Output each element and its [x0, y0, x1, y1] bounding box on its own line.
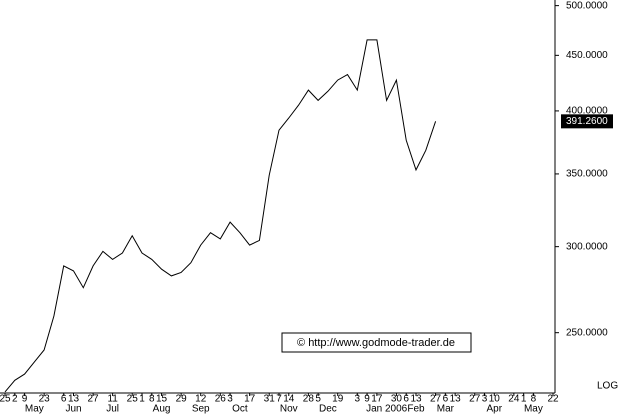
x-tick-label: 3 [482, 394, 488, 405]
x-tick-label: 25 [127, 394, 139, 405]
x-tick-label: 22 [547, 394, 559, 405]
month-label: Sep [192, 404, 210, 415]
y-tick-label: 300.0000 [566, 241, 608, 252]
x-tick-label: 14 [283, 394, 295, 405]
y-tick-label: 500.0000 [566, 0, 608, 11]
last-price-label: 391.2600 [566, 116, 608, 127]
x-tick-label: 2 [12, 394, 18, 405]
x-tick-label: 6 [61, 394, 67, 405]
month-label: Apr [487, 404, 503, 415]
x-tick-label: 7 [276, 394, 282, 405]
x-tick-label: 27 [430, 394, 442, 405]
month-label: Feb [407, 404, 425, 415]
y-tick-label: 450.0000 [566, 50, 608, 61]
x-tick-label: 6 [443, 394, 449, 405]
y-tick-label: 400.0000 [566, 106, 608, 117]
x-tick-label: 31 [264, 394, 276, 405]
x-tick-label: 8 [149, 394, 155, 405]
x-tick-label: 17 [244, 394, 256, 405]
x-tick-label: 15 [156, 394, 168, 405]
x-tick-label: 12 [195, 394, 207, 405]
watermark-box [281, 332, 472, 353]
x-tick-label: 25 [0, 394, 11, 405]
month-label: Aug [153, 404, 171, 415]
x-tick-label: 13 [450, 394, 462, 405]
scale-label: LOG [597, 381, 618, 392]
x-tick-label: 8 [531, 394, 537, 405]
x-tick-label: 29 [176, 394, 188, 405]
x-tick-label: 3 [227, 394, 233, 405]
month-label: May [524, 404, 543, 415]
x-tick-label: 11 [107, 394, 118, 405]
last-price-box [561, 114, 613, 129]
month-label: Jun [65, 404, 81, 415]
price-line [4, 39, 437, 393]
x-tick-label: 5 [315, 394, 321, 405]
x-tick-label: 17 [371, 394, 383, 405]
x-tick-label: 13 [68, 394, 80, 405]
x-tick-label: 1 [139, 394, 145, 405]
y-tick-label: 350.0000 [566, 169, 608, 180]
month-label: May [25, 404, 44, 415]
x-tick-label: 27 [469, 394, 481, 405]
month-label: Oct [232, 404, 248, 415]
x-tick-label: 3 [355, 394, 361, 405]
month-label: Nov [280, 404, 298, 415]
x-tick-label: 24 [508, 394, 520, 405]
x-tick-label: 9 [364, 394, 370, 405]
x-tick-label: 10 [489, 394, 501, 405]
month-label: Jul [106, 404, 119, 415]
x-tick-label: 27 [88, 394, 100, 405]
x-tick-label: 26 [215, 394, 227, 405]
x-tick-label: 1 [521, 394, 527, 405]
x-tick-label: 9 [22, 394, 28, 405]
x-tick-label: 6 [403, 394, 409, 405]
x-tick-label: 28 [303, 394, 315, 405]
watermark: © http://www.godmode-trader.de [297, 337, 455, 349]
month-label: Jan 2006 [366, 404, 408, 415]
month-label: Dec [319, 404, 337, 415]
x-tick-label: 23 [39, 394, 51, 405]
month-label: Mar [437, 404, 455, 415]
y-tick-label: 250.0000 [566, 327, 608, 338]
x-tick-label: 19 [332, 394, 344, 405]
x-tick-label: 30 [391, 394, 403, 405]
x-tick-label: 13 [410, 394, 422, 405]
